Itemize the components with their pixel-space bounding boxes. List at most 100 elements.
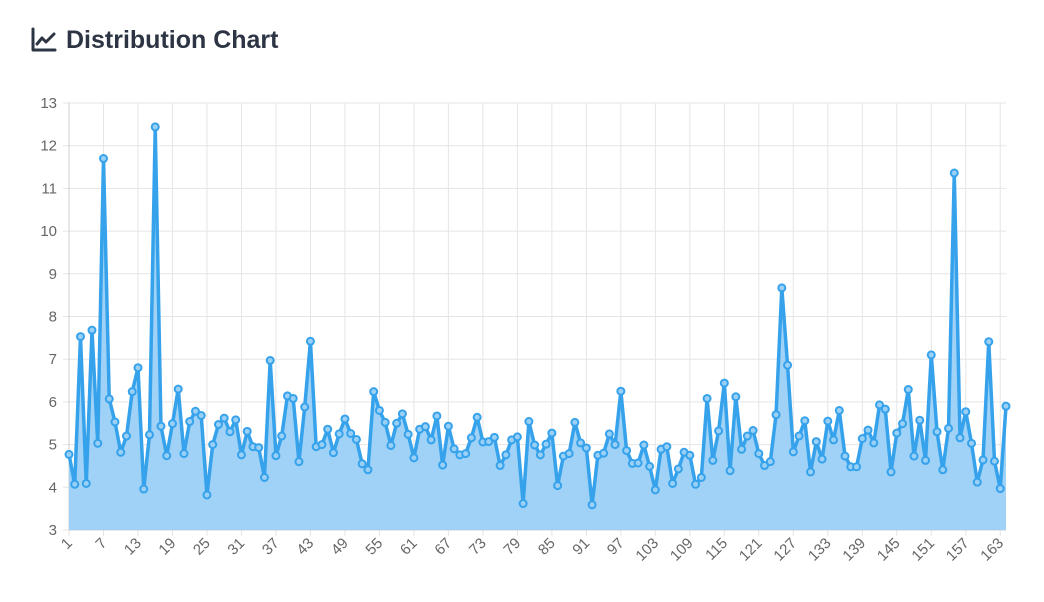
data-point[interactable] bbox=[811, 437, 821, 447]
data-point[interactable] bbox=[380, 417, 390, 427]
data-point[interactable] bbox=[708, 455, 718, 465]
data-point[interactable] bbox=[553, 481, 563, 491]
data-point[interactable] bbox=[116, 447, 126, 457]
data-point[interactable] bbox=[357, 459, 367, 469]
data-point[interactable] bbox=[921, 455, 931, 465]
data-point[interactable] bbox=[265, 355, 275, 365]
data-point[interactable] bbox=[915, 415, 925, 425]
data-point[interactable] bbox=[754, 449, 764, 459]
data-point[interactable] bbox=[604, 429, 614, 439]
data-point[interactable] bbox=[771, 410, 781, 420]
data-point[interactable] bbox=[823, 416, 833, 426]
data-point[interactable] bbox=[501, 450, 511, 460]
data-point[interactable] bbox=[179, 449, 189, 459]
data-point[interactable] bbox=[541, 439, 551, 449]
data-point[interactable] bbox=[225, 427, 235, 437]
data-point[interactable] bbox=[886, 467, 896, 477]
data-point[interactable] bbox=[133, 363, 143, 373]
data-point[interactable] bbox=[662, 442, 672, 452]
data-point[interactable] bbox=[610, 440, 620, 450]
data-point[interactable] bbox=[535, 450, 545, 460]
data-point[interactable] bbox=[70, 479, 80, 489]
data-point[interactable] bbox=[673, 464, 683, 474]
data-point[interactable] bbox=[570, 417, 580, 427]
data-point[interactable] bbox=[806, 467, 816, 477]
data-point[interactable] bbox=[173, 384, 183, 394]
data-point[interactable] bbox=[443, 421, 453, 431]
data-point[interactable] bbox=[190, 406, 200, 416]
data-point[interactable] bbox=[438, 460, 448, 470]
data-point[interactable] bbox=[374, 405, 384, 415]
data-point[interactable] bbox=[880, 404, 890, 414]
data-point[interactable] bbox=[863, 425, 873, 435]
data-point[interactable] bbox=[961, 407, 971, 417]
data-point[interactable] bbox=[294, 457, 304, 467]
data-point[interactable] bbox=[984, 337, 994, 347]
data-point[interactable] bbox=[98, 154, 108, 164]
data-point[interactable] bbox=[719, 378, 729, 388]
data-point[interactable] bbox=[64, 449, 74, 459]
data-point[interactable] bbox=[76, 332, 85, 342]
data-point[interactable] bbox=[800, 416, 810, 426]
data-point[interactable] bbox=[403, 429, 413, 439]
data-point[interactable] bbox=[87, 325, 97, 335]
data-point[interactable] bbox=[236, 450, 246, 460]
data-point[interactable] bbox=[926, 350, 936, 360]
data-point[interactable] bbox=[599, 448, 609, 458]
data-point[interactable] bbox=[581, 443, 591, 453]
data-point[interactable] bbox=[271, 451, 281, 461]
data-point[interactable] bbox=[518, 499, 528, 509]
data-point[interactable] bbox=[461, 449, 471, 459]
data-point[interactable] bbox=[633, 458, 643, 468]
data-point[interactable] bbox=[351, 434, 361, 444]
data-point[interactable] bbox=[995, 484, 1005, 494]
data-point[interactable] bbox=[93, 438, 103, 448]
data-point[interactable] bbox=[340, 414, 350, 424]
data-point[interactable] bbox=[397, 409, 407, 419]
data-point[interactable] bbox=[892, 428, 902, 438]
data-point[interactable] bbox=[869, 438, 879, 448]
data-point[interactable] bbox=[110, 417, 120, 427]
data-point[interactable] bbox=[978, 455, 988, 465]
data-point[interactable] bbox=[409, 453, 419, 463]
data-point[interactable] bbox=[903, 385, 913, 395]
data-point[interactable] bbox=[328, 448, 338, 458]
data-point[interactable] bbox=[144, 430, 154, 440]
data-point[interactable] bbox=[484, 437, 494, 447]
data-point[interactable] bbox=[777, 283, 787, 293]
data-point[interactable] bbox=[305, 336, 315, 346]
data-point[interactable] bbox=[725, 466, 735, 476]
data-point[interactable] bbox=[334, 429, 344, 439]
data-point[interactable] bbox=[650, 485, 660, 495]
data-point[interactable] bbox=[949, 168, 959, 178]
data-point[interactable] bbox=[162, 451, 172, 461]
data-point[interactable] bbox=[420, 422, 430, 432]
data-point[interactable] bbox=[202, 490, 212, 500]
data-point[interactable] bbox=[840, 451, 850, 461]
data-point[interactable] bbox=[156, 421, 166, 431]
data-point[interactable] bbox=[955, 433, 965, 443]
data-point[interactable] bbox=[794, 431, 804, 441]
data-point[interactable] bbox=[668, 478, 678, 488]
data-point[interactable] bbox=[449, 444, 459, 454]
data-point[interactable] bbox=[208, 440, 218, 450]
data-point[interactable] bbox=[587, 500, 597, 510]
data-point[interactable] bbox=[857, 434, 867, 444]
data-point[interactable] bbox=[972, 477, 982, 487]
data-point[interactable] bbox=[150, 122, 160, 132]
data-point[interactable] bbox=[909, 451, 919, 461]
data-point[interactable] bbox=[392, 418, 402, 428]
data-point[interactable] bbox=[104, 394, 114, 404]
data-point[interactable] bbox=[765, 457, 775, 467]
data-point[interactable] bbox=[489, 432, 499, 442]
data-point[interactable] bbox=[426, 435, 436, 445]
data-point[interactable] bbox=[547, 428, 557, 438]
data-point[interactable] bbox=[139, 484, 149, 494]
data-point[interactable] bbox=[702, 393, 712, 403]
data-point[interactable] bbox=[731, 392, 741, 402]
data-point[interactable] bbox=[967, 438, 977, 448]
data-point[interactable] bbox=[317, 440, 327, 450]
data-point[interactable] bbox=[875, 400, 885, 410]
data-point[interactable] bbox=[185, 417, 195, 427]
data-point[interactable] bbox=[121, 431, 131, 441]
